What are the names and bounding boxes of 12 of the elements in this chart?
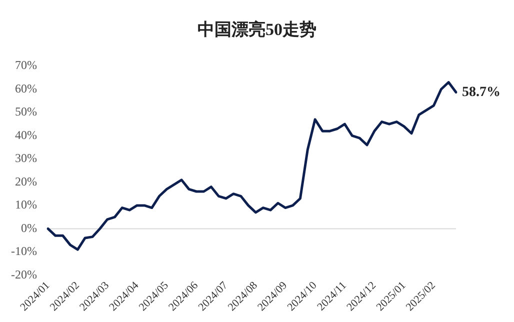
y-tick-label: -20% [10, 267, 37, 282]
text: 58.7% [462, 84, 500, 100]
y-tick-label: 0% [20, 220, 37, 235]
y-tick-label: 20% [14, 174, 37, 188]
y-tick-label: 60% [14, 81, 37, 96]
chart-title: 中国漂亮50走势 [196, 19, 318, 41]
y-tick-label: 40% [14, 128, 37, 142]
y-tick-label: 70% [14, 58, 37, 72]
y-tick-label: 30% [14, 151, 37, 166]
y-tick-label: -10% [10, 244, 37, 258]
y-tick-label: 50% [14, 104, 37, 119]
y-tick-label: 10% [14, 198, 37, 212]
